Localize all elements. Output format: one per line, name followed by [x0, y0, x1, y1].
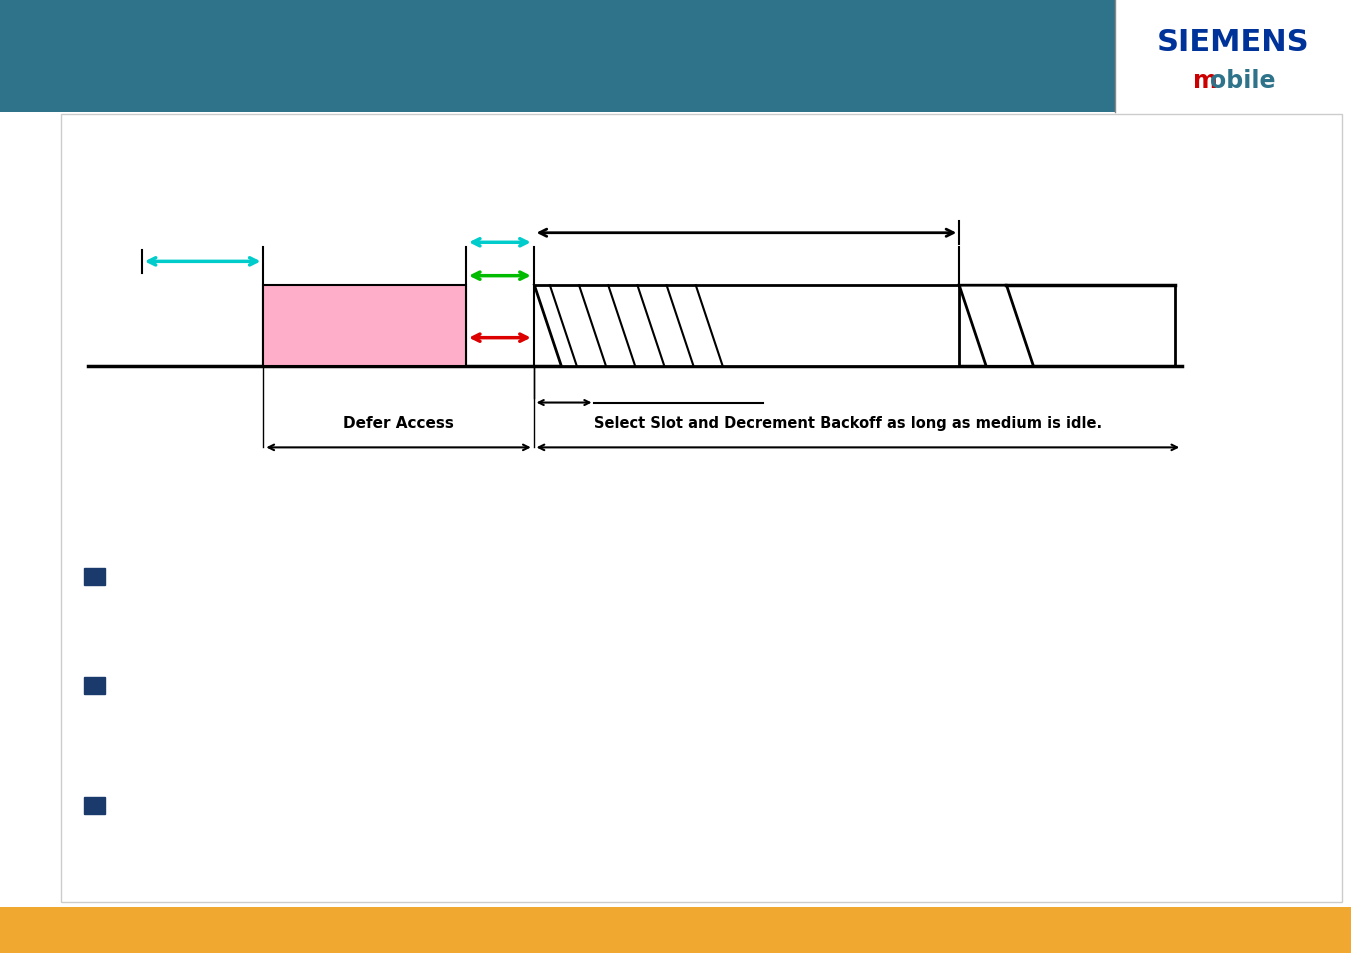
Bar: [84, 678, 105, 695]
Bar: [61, 115, 1342, 902]
Text: m: m: [1193, 69, 1217, 93]
Bar: [0, 0, 1351, 112]
Bar: [84, 568, 105, 585]
Text: obile: obile: [1210, 69, 1275, 93]
Polygon shape: [959, 286, 1034, 367]
Bar: [1115, 0, 1351, 112]
Polygon shape: [534, 286, 959, 367]
Bar: [263, 286, 466, 367]
Bar: [0, 907, 1351, 953]
Text: Select Slot and Decrement Backoff as long as medium is idle.: Select Slot and Decrement Backoff as lon…: [594, 416, 1102, 431]
Text: SIEMENS: SIEMENS: [1156, 29, 1309, 57]
Bar: [84, 797, 105, 814]
Text: Defer Access: Defer Access: [343, 416, 454, 431]
